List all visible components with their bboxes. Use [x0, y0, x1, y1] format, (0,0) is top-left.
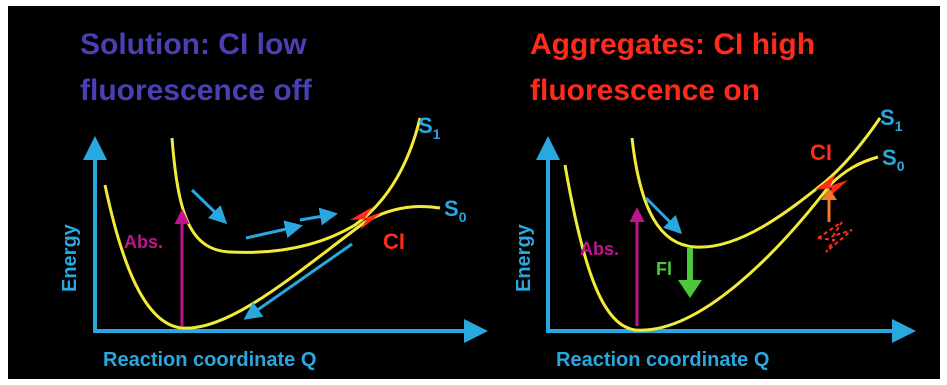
left-ci-spark-icon: [350, 207, 382, 230]
left-relax-arrow-3: [299, 207, 338, 226]
right-fluorescence-arrowhead: [678, 280, 702, 298]
left-s0-label: S0: [444, 196, 467, 225]
right-s1-label: S1: [880, 105, 903, 134]
right-dashed-spark-icon: [815, 221, 853, 253]
left-relax-arrow-1: [190, 188, 228, 225]
right-fl-label: Fl: [656, 259, 672, 279]
left-panel: Solution: CI low fluorescence off Energy…: [59, 28, 488, 371]
right-orange-arrowhead: [821, 188, 837, 200]
right-s1-curve: [630, 117, 882, 249]
right-relax-arrow: [644, 196, 683, 235]
left-ci-label: CI: [383, 229, 405, 254]
left-y-label: Energy: [59, 223, 81, 292]
left-x-label: Reaction coordinate Q: [103, 349, 316, 371]
right-ci-spark-icon: [815, 174, 848, 200]
left-title-line2: fluorescence off: [80, 74, 313, 107]
right-x-label: Reaction coordinate Q: [556, 349, 769, 371]
right-s0-label: S0: [882, 145, 905, 174]
background: [8, 6, 940, 379]
right-s0-curve: [563, 155, 879, 332]
left-s1-label: S1: [418, 113, 441, 142]
right-panel: Aggregates: CI high fluorescence on Ener…: [513, 28, 916, 371]
left-s0-curve: [103, 184, 441, 330]
left-return-arrow: [243, 242, 353, 320]
left-title-line1: Solution: CI low: [80, 28, 307, 61]
right-ci-label: CI: [810, 140, 832, 165]
right-abs-label: Abs.: [580, 239, 619, 259]
left-abs-label: Abs.: [124, 232, 163, 252]
right-y-label: Energy: [513, 223, 535, 292]
right-title-line2: fluorescence on: [530, 74, 760, 107]
right-title-line1: Aggregates: CI high: [530, 28, 815, 61]
left-relax-arrow-2: [245, 220, 303, 240]
